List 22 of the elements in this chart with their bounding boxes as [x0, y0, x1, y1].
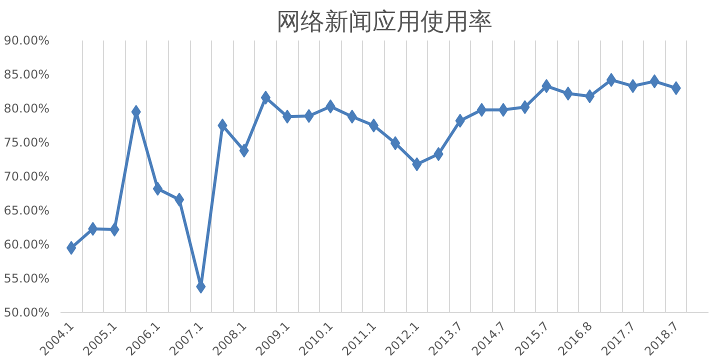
y-tick-label: 75.00%: [4, 136, 50, 150]
point: [66, 240, 76, 255]
y-tick-label: 90.00%: [4, 34, 50, 48]
y-tick-label: 85.00%: [4, 68, 50, 82]
point: [390, 136, 400, 150]
point: [282, 110, 292, 124]
point: [260, 90, 271, 105]
point: [498, 102, 508, 117]
y-tick-label: 50.00%: [4, 306, 50, 320]
point: [368, 118, 379, 132]
point: [606, 72, 616, 87]
y-tick-label: 65.00%: [4, 204, 50, 218]
y-tick-label: 60.00%: [4, 238, 50, 252]
chart-title: 网络新闻应用使用率: [276, 8, 492, 36]
y-tick-label: 70.00%: [4, 170, 50, 184]
y-tick-label: 80.00%: [4, 102, 50, 116]
point: [174, 192, 184, 207]
point: [476, 102, 487, 117]
point: [584, 89, 595, 104]
y-tick-label: 55.00%: [4, 272, 50, 286]
point: [152, 182, 163, 196]
point: [218, 118, 228, 132]
